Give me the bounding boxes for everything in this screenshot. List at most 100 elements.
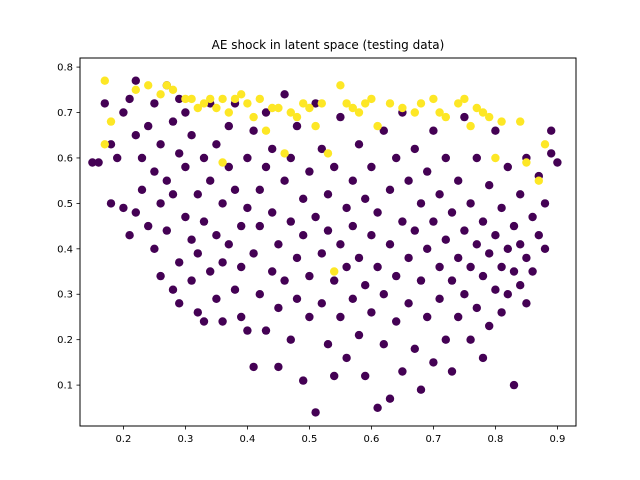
scatter-point-class-0 (243, 326, 252, 335)
scatter-point-class-0 (212, 294, 221, 303)
scatter-point-class-0 (323, 226, 333, 235)
scatter-point-class-1 (237, 90, 246, 99)
scatter-point-class-0 (125, 231, 134, 240)
scatter-point-class-0 (243, 203, 252, 213)
scatter-point-class-0 (317, 299, 326, 308)
scatter-point-class-0 (447, 367, 457, 376)
scatter-point-class-0 (175, 258, 184, 267)
scatter-point-class-1 (454, 99, 463, 108)
scatter-point-class-0 (466, 262, 475, 272)
scatter-point-class-0 (367, 162, 376, 172)
scatter-point-class-0 (162, 226, 171, 235)
scatter-point-class-0 (330, 276, 339, 285)
scatter-point-class-1 (274, 103, 283, 113)
scatter-point-class-0 (193, 190, 202, 199)
scatter-point-class-1 (292, 112, 302, 122)
scatter-point-class-0 (286, 153, 295, 163)
scatter-point-class-0 (131, 76, 140, 85)
scatter-point-class-1 (224, 108, 233, 117)
scatter-point-class-0 (131, 208, 140, 217)
scatter-point-class-0 (292, 294, 302, 303)
scatter-point-class-0 (162, 176, 171, 185)
scatter-point-class-1 (478, 108, 488, 117)
x-tick-label: 0.3 (177, 434, 193, 445)
scatter-point-class-0 (88, 158, 97, 167)
scatter-point-class-0 (150, 99, 159, 108)
scatter-point-class-0 (336, 112, 345, 122)
scatter-point-class-0 (311, 212, 320, 222)
scatter-point-class-0 (311, 99, 320, 108)
scatter-point-class-0 (274, 303, 283, 313)
x-tick-label: 0.7 (425, 434, 441, 445)
scatter-point-class-1 (106, 117, 116, 126)
scatter-point-class-0 (348, 176, 357, 185)
scatter-point-class-0 (410, 226, 419, 235)
y-axis: 0.1 0.2 0.3 0.4 0.5 0.6 0.7 0.8 (57, 63, 80, 392)
scatter-point-class-0 (305, 167, 314, 176)
scatter-point-class-0 (199, 153, 209, 163)
scatter-point-class-0 (454, 176, 463, 185)
scatter-point-class-0 (193, 308, 202, 317)
scatter-point-class-0 (410, 344, 419, 353)
scatter-point-class-0 (218, 199, 227, 208)
scatter-point-class-0 (348, 221, 357, 231)
scatter-point-class-0 (404, 253, 413, 263)
scatter-point-class-0 (354, 330, 364, 340)
scatter-point-class-0 (429, 217, 438, 226)
scatter-point-class-0 (311, 408, 320, 417)
scatter-point-class-1 (522, 158, 531, 167)
scatter-point-class-0 (218, 258, 227, 267)
scatter-point-class-0 (187, 276, 196, 285)
scatter-point-class-0 (168, 190, 178, 199)
scatter-point-class-0 (330, 371, 339, 381)
scatter-point-class-1 (199, 99, 209, 108)
x-tick-label: 0.2 (115, 434, 131, 445)
scatter-point-class-0 (441, 335, 450, 344)
scatter-point-class-0 (373, 208, 382, 217)
scatter-point-class-0 (497, 262, 506, 272)
scatter-point-class-0 (299, 376, 308, 385)
scatter-point-class-0 (528, 267, 537, 276)
scatter-point-class-0 (323, 340, 333, 349)
scatter-point-class-1 (485, 112, 494, 122)
scatter-point-class-0 (137, 153, 147, 163)
scatter-point-class-1 (516, 117, 525, 126)
scatter-point-class-0 (361, 281, 370, 290)
scatter-point-class-1 (206, 94, 215, 104)
scatter-point-class-0 (249, 126, 258, 135)
scatter-point-class-0 (218, 317, 227, 326)
scatter-point-class-0 (373, 262, 382, 272)
scatter-point-class-0 (485, 249, 494, 258)
scatter-point-class-0 (255, 221, 264, 231)
scatter-point-class-0 (261, 326, 271, 335)
scatter-point-class-0 (423, 312, 432, 322)
scatter-point-class-0 (485, 181, 494, 190)
scatter-point-class-0 (385, 240, 395, 249)
scatter-point-class-1 (162, 81, 171, 90)
scatter-point-class-0 (274, 240, 283, 249)
scatter-point-class-1 (268, 103, 277, 113)
x-tick-label: 0.5 (301, 434, 317, 445)
scatter-point-class-0 (435, 294, 444, 303)
scatter-point-class-0 (212, 140, 221, 149)
scatter-point-class-0 (317, 144, 326, 154)
scatter-point-class-0 (509, 221, 519, 231)
scatter-point-class-1 (261, 126, 271, 135)
scatter-point-class-0 (485, 321, 494, 331)
scatter-point-class-0 (379, 340, 388, 349)
scatter-point-class-0 (137, 185, 147, 194)
scatter-point-class-0 (497, 308, 506, 317)
scatter-point-class-0 (460, 226, 469, 235)
scatter-point-class-0 (367, 308, 376, 317)
scatter-point-class-0 (435, 262, 444, 272)
scatter-point-class-0 (212, 231, 221, 240)
scatter-point-class-0 (553, 158, 562, 167)
y-tick-label: 0.1 (57, 381, 73, 392)
scatter-point-class-0 (237, 262, 246, 272)
scatter-point-class-0 (224, 162, 233, 172)
scatter-point-class-0 (175, 94, 184, 104)
scatter-point-class-0 (280, 276, 289, 285)
scatter-point-class-0 (299, 194, 308, 203)
scatter-point-class-0 (460, 290, 469, 299)
scatter-point-class-0 (168, 117, 178, 126)
